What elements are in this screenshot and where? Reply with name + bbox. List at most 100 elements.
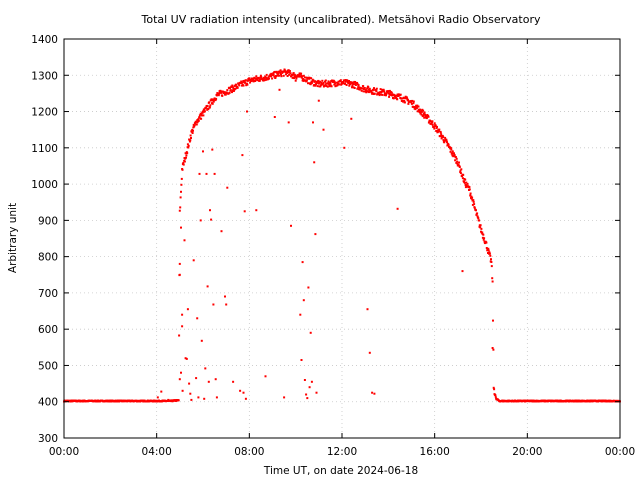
data-point [288,70,291,72]
data-point [362,85,365,88]
data-point [244,81,247,84]
data-point [299,75,302,78]
data-point [214,378,217,381]
data-point [267,76,270,79]
data-point [419,108,421,111]
y-tick-label: 900 [38,215,58,227]
data-point [424,114,427,117]
data-point [334,82,337,85]
data-point [339,79,342,82]
data-point [303,379,306,381]
data-point [387,90,390,93]
data-point [326,85,329,88]
data-point [213,172,216,175]
data-point [178,334,181,337]
data-point [329,81,331,84]
data-point [464,186,467,189]
data-point [300,359,303,361]
data-point [258,79,261,82]
data-point [453,154,456,157]
data-point [417,108,420,111]
x-tick-label: 08:00 [234,446,264,458]
data-point [186,152,189,155]
data-point [375,87,378,90]
data-point [427,115,430,118]
data-point [433,127,436,130]
data-point [348,80,350,82]
data-point [270,72,273,75]
data-point [577,399,580,402]
y-tick-label: 700 [38,288,58,300]
data-point [195,377,198,380]
data-point [302,299,305,302]
data-point [210,218,213,221]
x-axis-label: Time UT, on date 2024-06-18 [263,465,418,477]
data-point [252,80,255,83]
y-tick-labels: 300 400 500 600 700 800 900 1000 1100 1200 1300 140… [31,34,58,445]
data-point [203,397,206,400]
data-point [380,90,383,93]
data-point [480,227,483,230]
data-point [491,277,494,280]
data-point [490,265,493,268]
data-point [221,94,224,97]
data-point [485,241,488,244]
data-point [251,77,253,80]
data-point [273,70,276,73]
data-point [381,93,384,96]
data-point [187,144,190,147]
data-point [246,110,248,113]
data-point [454,156,457,158]
data-point [333,83,336,86]
data-point [279,71,282,74]
data-point [209,209,211,212]
data-point [459,169,462,172]
data-point [438,128,441,131]
data-point [259,78,262,81]
data-point [208,106,211,109]
data-point [447,143,450,146]
data-point [420,109,423,112]
data-point [204,367,207,370]
data-point [331,79,334,82]
data-point [271,77,274,80]
data-point [181,313,184,316]
data-point [324,80,326,83]
data-point [310,380,313,383]
data-point [487,252,489,254]
data-point [476,212,479,215]
data-point [287,71,290,74]
data-point [286,75,289,77]
data-point [226,186,229,189]
data-point [201,111,204,114]
data-point [459,172,462,175]
data-point [229,89,232,92]
data-point [232,86,235,89]
data-point [411,99,414,102]
data-point [218,92,221,95]
data-point [244,397,247,400]
data-point [489,254,492,257]
data-point [373,392,376,395]
data-point [241,81,244,84]
data-point [456,162,459,165]
data-point [264,76,267,79]
data-point [253,76,256,79]
data-point [336,81,338,84]
axis-ticks [63,38,621,439]
data-point [468,186,471,188]
data-point [354,84,357,86]
data-point [493,388,496,391]
data-point [481,231,484,234]
data-point [192,259,195,262]
data-point [309,331,312,334]
data-point [274,76,277,79]
data-point [200,113,203,116]
data-point [207,107,210,110]
data-point [302,74,305,77]
data-point [306,397,309,400]
data-point [196,317,199,320]
data-point [293,77,296,80]
data-point [432,125,435,128]
data-point [224,295,226,298]
